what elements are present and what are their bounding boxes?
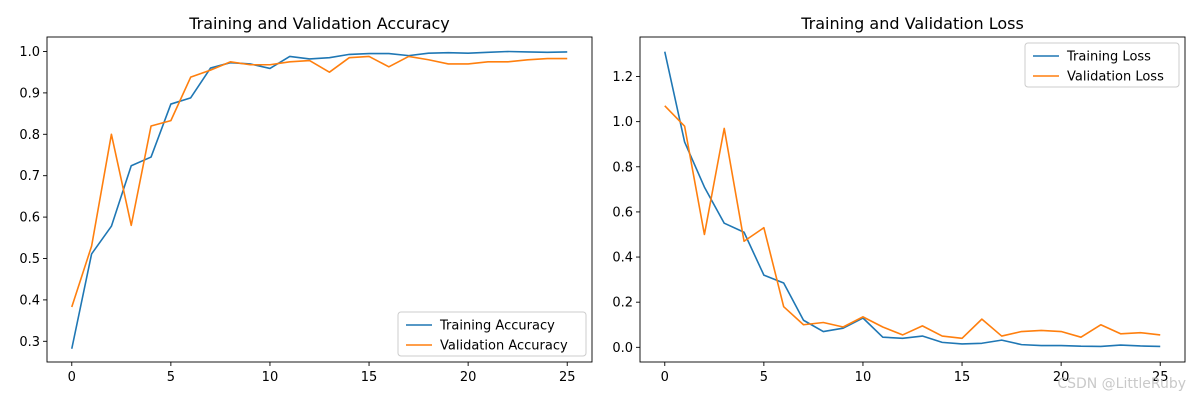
chart-panel-0: Training and Validation Accuracy 0 5 10 15 20…: [19, 14, 593, 385]
y-tick-label: 0.5: [19, 252, 40, 267]
y-tick-label: 0.8: [19, 128, 40, 143]
x-tick-label: 5: [167, 370, 175, 385]
x-tick-label: 20: [1053, 370, 1070, 385]
y-tick-label: 0.8: [612, 160, 633, 175]
y-tick-label: 0.6: [19, 211, 40, 226]
legend-label: Training Accuracy: [439, 319, 555, 334]
y-tick-label: 1.0: [612, 115, 633, 130]
legend: Training Loss Validation Loss: [1024, 42, 1180, 88]
legend-label: Validation Loss: [1067, 70, 1164, 85]
series-line-validation-accuracy: [71, 55, 568, 308]
y-tick-label: 1.0: [19, 45, 40, 60]
y-tick-label: 0.3: [19, 335, 40, 350]
legend: Training Accuracy Validation Accuracy: [397, 311, 587, 357]
x-tick-label: 5: [760, 370, 768, 385]
chart-panel-1: Training and Validation Loss 0 5 10 15 20 25 0.…: [612, 14, 1186, 385]
axes-frame: [639, 36, 1186, 363]
chart-title: Training and Validation Accuracy: [188, 14, 450, 33]
watermark-text: CSDN @LittleRuby: [1057, 376, 1186, 392]
x-tick-label: 15: [954, 370, 971, 385]
y-tick-label: 0.2: [612, 296, 633, 311]
y-tick-label: 0.6: [612, 205, 633, 220]
y-tick-label: 0.0: [612, 341, 633, 356]
axes-frame: [46, 36, 593, 363]
x-tick-label: 0: [661, 370, 669, 385]
x-tick-label: 10: [262, 370, 279, 385]
y-tick-label: 0.9: [19, 86, 40, 101]
x-tick-label: 25: [559, 370, 576, 385]
legend-box: [1024, 42, 1180, 88]
legend-box: [397, 311, 587, 357]
legend-label: Training Loss: [1066, 50, 1151, 65]
y-tick-label: 0.4: [19, 293, 40, 308]
series-line-training-loss: [663, 51, 1161, 348]
legend-label: Validation Accuracy: [440, 339, 568, 354]
chart-title: Training and Validation Loss: [800, 14, 1024, 33]
y-tick-label: 0.7: [19, 169, 40, 184]
series-line-training-accuracy: [70, 50, 568, 349]
x-tick-label: 0: [68, 370, 76, 385]
x-tick-label: 10: [855, 370, 872, 385]
x-tick-label: 25: [1152, 370, 1169, 385]
y-tick-label: 0.4: [612, 251, 633, 266]
x-tick-label: 20: [460, 370, 477, 385]
series-line-validation-loss: [664, 105, 1161, 340]
x-tick-label: 15: [361, 370, 378, 385]
y-tick-label: 1.2: [612, 70, 633, 85]
